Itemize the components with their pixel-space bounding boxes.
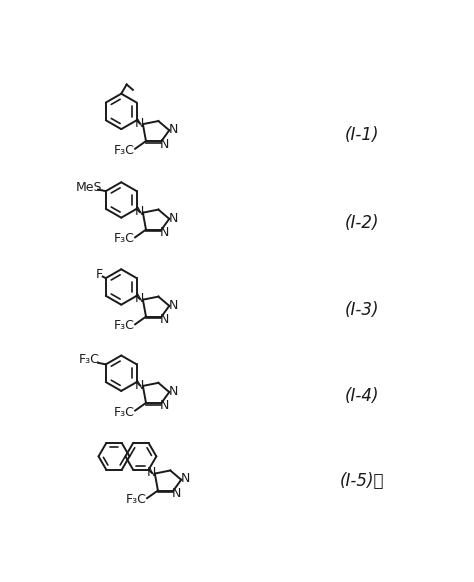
Text: N: N xyxy=(169,385,179,398)
Text: N: N xyxy=(146,466,155,480)
Text: F₃C: F₃C xyxy=(114,144,135,157)
Text: N: N xyxy=(169,123,179,136)
Text: N: N xyxy=(169,299,179,311)
Text: N: N xyxy=(160,399,169,413)
Text: F: F xyxy=(95,268,102,281)
Text: N: N xyxy=(134,292,144,306)
Text: N: N xyxy=(134,205,144,218)
Text: N: N xyxy=(169,212,179,225)
Text: N: N xyxy=(160,226,169,239)
Text: N: N xyxy=(134,379,144,392)
Text: (I-1): (I-1) xyxy=(344,126,379,144)
Text: N: N xyxy=(160,138,169,151)
Text: F₃C: F₃C xyxy=(114,232,135,246)
Text: F₃C: F₃C xyxy=(114,406,135,418)
Text: N: N xyxy=(160,313,169,326)
Text: (I-5)。: (I-5)。 xyxy=(339,472,384,490)
Text: F₃C: F₃C xyxy=(78,353,99,366)
Text: N: N xyxy=(134,117,144,130)
Text: (I-3): (I-3) xyxy=(344,301,379,319)
Text: (I-4): (I-4) xyxy=(344,387,379,405)
Text: (I-2): (I-2) xyxy=(344,214,379,232)
Text: N: N xyxy=(181,473,191,485)
Text: N: N xyxy=(172,487,181,500)
Text: F₃C: F₃C xyxy=(114,320,135,332)
Text: MeS: MeS xyxy=(75,181,102,194)
Text: F₃C: F₃C xyxy=(126,494,146,506)
